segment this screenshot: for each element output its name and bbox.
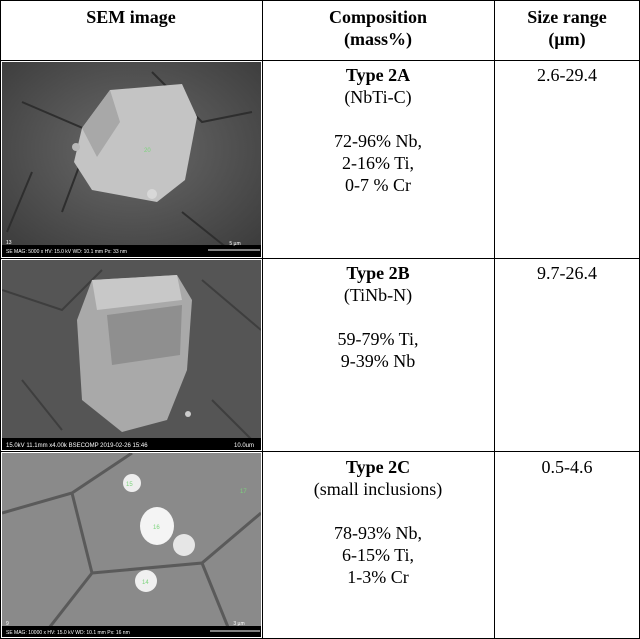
rule [0, 0, 1, 639]
composition-cell: Type 2C (small inclusions) 78-93% Nb, 6-… [262, 456, 494, 588]
size-range: 0.5-4.6 [494, 456, 640, 478]
size-range: 2.6-29.4 [494, 64, 640, 86]
phase-label: (TiNb-N) [262, 284, 494, 306]
rule [0, 60, 640, 61]
image-info: SE MAG: 10000 x HV: 15.0 kV WD: 10.1 mm … [6, 630, 130, 636]
sem-image: 15 16 14 17 9 SE MAG: 10000 x HV: 15.0 k… [2, 453, 261, 637]
phase-label: (NbTi-C) [262, 86, 494, 108]
type-label: Type 2C [262, 456, 494, 478]
header-text: Composition [262, 6, 494, 28]
composition-line: 1-3% Cr [262, 566, 494, 588]
point-label: 20 [144, 148, 151, 154]
composition-line: 9-39% Nb [262, 350, 494, 372]
header-text: (mass%) [262, 28, 494, 50]
image-info: SE MAG: 5000 x HV: 15.0 kV WD: 10.1 mm P… [6, 249, 127, 255]
header-text: Size range [494, 6, 640, 28]
image-info: 15.0kV 11.1mm x4.00k BSECOMP 2019-02-26 … [6, 443, 148, 449]
sem-image: 20 13 SE MAG: 5000 x HV: 15.0 kV WD: 10.… [2, 62, 261, 257]
rule [494, 0, 495, 639]
image-id: 13 [6, 240, 12, 246]
size-range: 9.7-26.4 [494, 262, 640, 284]
table-page: SEM image Composition(mass%) Size range(… [0, 0, 640, 639]
type-label: Type 2A [262, 64, 494, 86]
scale-label: 5 µm [229, 241, 240, 247]
rule [0, 451, 640, 452]
composition-line: 59-79% Ti, [262, 328, 494, 350]
header-cell: Composition(mass%) [262, 6, 494, 50]
image-id: 9 [6, 621, 9, 627]
sem-image: 15.0kV 11.1mm x4.00k BSECOMP 2019-02-26 … [2, 260, 261, 450]
type-label: Type 2B [262, 262, 494, 284]
point-label: 16 [153, 525, 160, 531]
composition-line: 0-7 % Cr [262, 174, 494, 196]
rule [0, 0, 640, 1]
composition-line: 72-96% Nb, [262, 130, 494, 152]
scale-label: 10.0um [234, 443, 254, 449]
header-cell: Size range(µm) [494, 6, 640, 50]
header-text: (µm) [494, 28, 640, 50]
phase-label: (small inclusions) [262, 478, 494, 500]
header-text: SEM image [0, 6, 262, 28]
composition-line: 78-93% Nb, [262, 522, 494, 544]
point-label: 17 [240, 489, 247, 495]
point-label: 14 [142, 580, 149, 586]
composition-line: 2-16% Ti, [262, 152, 494, 174]
composition-cell: Type 2B (TiNb-N) 59-79% Ti, 9-39% Nb [262, 262, 494, 372]
composition-cell: Type 2A (NbTi-C) 72-96% Nb, 2-16% Ti, 0-… [262, 64, 494, 196]
rule [0, 258, 640, 259]
scale-label: 3 µm [233, 621, 244, 627]
composition-line: 6-15% Ti, [262, 544, 494, 566]
point-label: 15 [126, 482, 133, 488]
header-cell: SEM image [0, 6, 262, 28]
